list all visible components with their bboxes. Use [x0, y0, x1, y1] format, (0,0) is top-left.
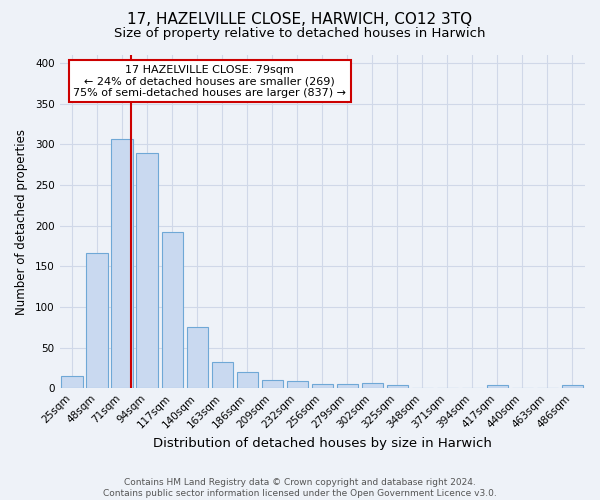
Bar: [187, 326, 208, 388]
Bar: [262, 380, 283, 388]
Text: 17 HAZELVILLE CLOSE: 79sqm
← 24% of detached houses are smaller (269)
75% of sem: 17 HAZELVILLE CLOSE: 79sqm ← 24% of deta…: [73, 65, 346, 98]
X-axis label: Distribution of detached houses by size in Harwich: Distribution of detached houses by size …: [153, 437, 492, 450]
Bar: [212, 362, 233, 388]
Bar: [562, 385, 583, 388]
Text: 17, HAZELVILLE CLOSE, HARWICH, CO12 3TQ: 17, HAZELVILLE CLOSE, HARWICH, CO12 3TQ: [127, 12, 473, 28]
Text: Size of property relative to detached houses in Harwich: Size of property relative to detached ho…: [114, 28, 486, 40]
Bar: [487, 385, 508, 388]
Y-axis label: Number of detached properties: Number of detached properties: [15, 128, 28, 314]
Bar: [387, 385, 408, 388]
Bar: [86, 252, 108, 388]
Bar: [287, 381, 308, 388]
Bar: [161, 232, 183, 388]
Bar: [337, 384, 358, 388]
Bar: [311, 384, 333, 388]
Bar: [362, 384, 383, 388]
Bar: [61, 376, 83, 388]
Bar: [136, 152, 158, 388]
Bar: [236, 372, 258, 388]
Text: Contains HM Land Registry data © Crown copyright and database right 2024.
Contai: Contains HM Land Registry data © Crown c…: [103, 478, 497, 498]
Bar: [112, 138, 133, 388]
